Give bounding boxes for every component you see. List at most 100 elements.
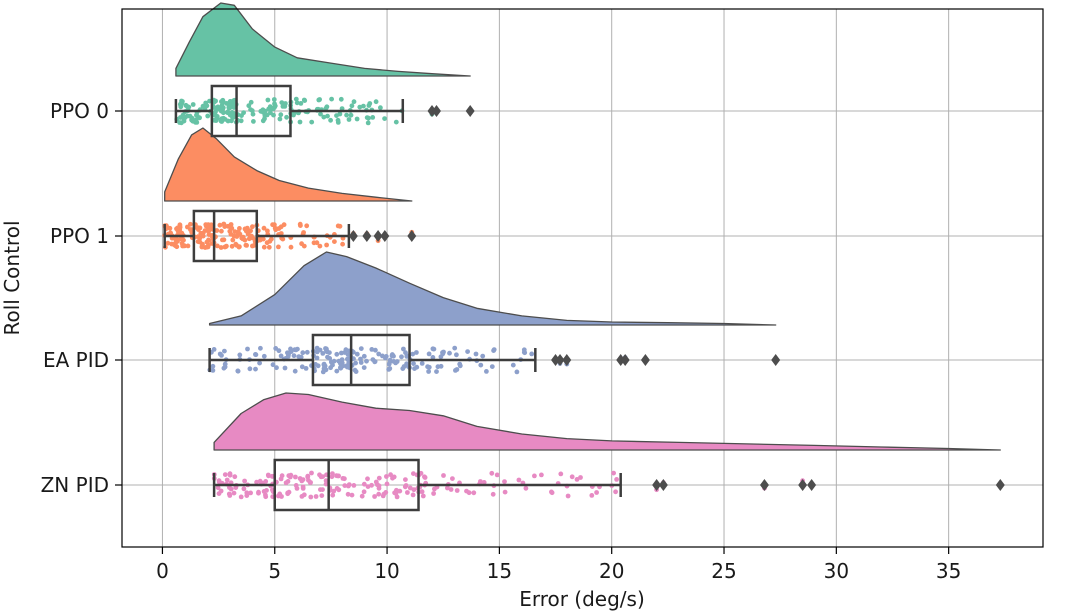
jitter-point bbox=[225, 118, 231, 124]
x-tick-label: 10 bbox=[374, 559, 399, 583]
jitter-point bbox=[490, 491, 496, 497]
jitter-point bbox=[334, 368, 340, 374]
jitter-point bbox=[218, 106, 224, 112]
jitter-point bbox=[248, 490, 254, 496]
jitter-point bbox=[365, 484, 371, 489]
jitter-point bbox=[349, 492, 355, 498]
jitter-point bbox=[383, 355, 388, 361]
jitter-point bbox=[346, 117, 352, 122]
jitter-point bbox=[265, 472, 271, 478]
jitter-point bbox=[304, 223, 310, 229]
jitter-point bbox=[180, 243, 186, 249]
outlier-marker bbox=[620, 354, 630, 366]
jitter-point bbox=[453, 368, 458, 373]
jitter-point bbox=[399, 354, 404, 360]
jitter-point bbox=[250, 224, 255, 230]
jitter-point bbox=[222, 364, 228, 370]
x-tick-label: 0 bbox=[156, 559, 169, 583]
jitter-point bbox=[285, 479, 291, 484]
jitter-point bbox=[549, 489, 554, 495]
jitter-point bbox=[206, 228, 212, 234]
jitter-point bbox=[325, 354, 330, 360]
jitter-point bbox=[357, 104, 363, 110]
jitter-point bbox=[269, 473, 275, 479]
jitter-point bbox=[200, 103, 206, 109]
jitter-point bbox=[480, 353, 486, 359]
jitter-point bbox=[403, 477, 408, 482]
jitter-point bbox=[407, 485, 413, 491]
jitter-point bbox=[365, 476, 370, 482]
jitter-point bbox=[231, 98, 236, 104]
jitter-point bbox=[229, 243, 235, 249]
jitter-point bbox=[240, 236, 246, 242]
jitter-point bbox=[291, 353, 297, 359]
jitter-point bbox=[294, 100, 300, 106]
jitter-point bbox=[248, 107, 254, 112]
jitter-point bbox=[299, 478, 305, 484]
jitter-point bbox=[372, 359, 378, 364]
jitter-point bbox=[219, 103, 225, 108]
outlier-marker bbox=[771, 354, 781, 366]
jitter-point bbox=[248, 228, 254, 234]
jitter-point bbox=[466, 490, 472, 496]
jitter-point bbox=[411, 487, 417, 493]
jitter-point bbox=[274, 365, 279, 371]
y-tick-label: ZN PID bbox=[41, 473, 109, 497]
jitter-point bbox=[279, 473, 285, 479]
jitter-point bbox=[216, 478, 222, 484]
jitter-point bbox=[365, 120, 371, 126]
jitter-point bbox=[261, 489, 267, 494]
jitter-point bbox=[205, 224, 211, 229]
jitter-point bbox=[419, 361, 425, 366]
jitter-point bbox=[388, 472, 393, 478]
jitter-point bbox=[384, 474, 389, 479]
y-axis-ticks: PPO 0 PPO 1 EA PID ZN PID bbox=[41, 99, 122, 497]
jitter-point bbox=[309, 470, 314, 476]
jitter-point bbox=[215, 243, 220, 249]
jitter-point bbox=[434, 369, 439, 374]
jitter-point bbox=[302, 98, 308, 103]
jitter-point bbox=[181, 118, 187, 124]
jitter-point bbox=[344, 112, 349, 118]
jitter-point bbox=[225, 223, 231, 229]
jitter-point bbox=[222, 348, 227, 354]
jitter-point bbox=[297, 221, 303, 227]
jitter-point bbox=[380, 493, 386, 499]
jitter-point bbox=[345, 491, 351, 497]
jitter-point bbox=[369, 347, 375, 352]
outlier-marker bbox=[640, 354, 650, 366]
jitter-point bbox=[298, 101, 304, 106]
jitter-point bbox=[212, 112, 218, 118]
jitter-point bbox=[261, 353, 267, 359]
jitter-point bbox=[232, 474, 238, 480]
jitter-point bbox=[331, 488, 337, 494]
jitter-point bbox=[167, 225, 173, 231]
jitter-point bbox=[277, 116, 283, 122]
jitter-point bbox=[245, 346, 250, 352]
jitter-point bbox=[210, 363, 216, 369]
jitter-point bbox=[231, 490, 237, 496]
jitter-point bbox=[359, 493, 365, 499]
jitter-point bbox=[243, 242, 249, 248]
box-iqr bbox=[210, 84, 292, 138]
jitter-point bbox=[227, 472, 233, 478]
jitter-point bbox=[251, 119, 256, 124]
jitter-point bbox=[256, 490, 261, 496]
jitter-point bbox=[438, 354, 444, 360]
jitter-point bbox=[510, 362, 516, 368]
jitter-point bbox=[228, 486, 234, 492]
jitter-point bbox=[386, 367, 392, 372]
jitter-point bbox=[311, 240, 317, 246]
jitter-point bbox=[361, 481, 367, 487]
jitter-point bbox=[410, 492, 416, 498]
jitter-point bbox=[353, 360, 358, 366]
jitter-point bbox=[227, 493, 233, 498]
jitter-point bbox=[218, 245, 224, 250]
jitter-point bbox=[231, 105, 237, 110]
jitter-point bbox=[514, 369, 520, 375]
jitter-point bbox=[299, 364, 305, 370]
jitter-point bbox=[340, 241, 345, 247]
jitter-point bbox=[185, 104, 190, 109]
jitter-point bbox=[303, 366, 309, 371]
jitter-point bbox=[589, 493, 595, 498]
